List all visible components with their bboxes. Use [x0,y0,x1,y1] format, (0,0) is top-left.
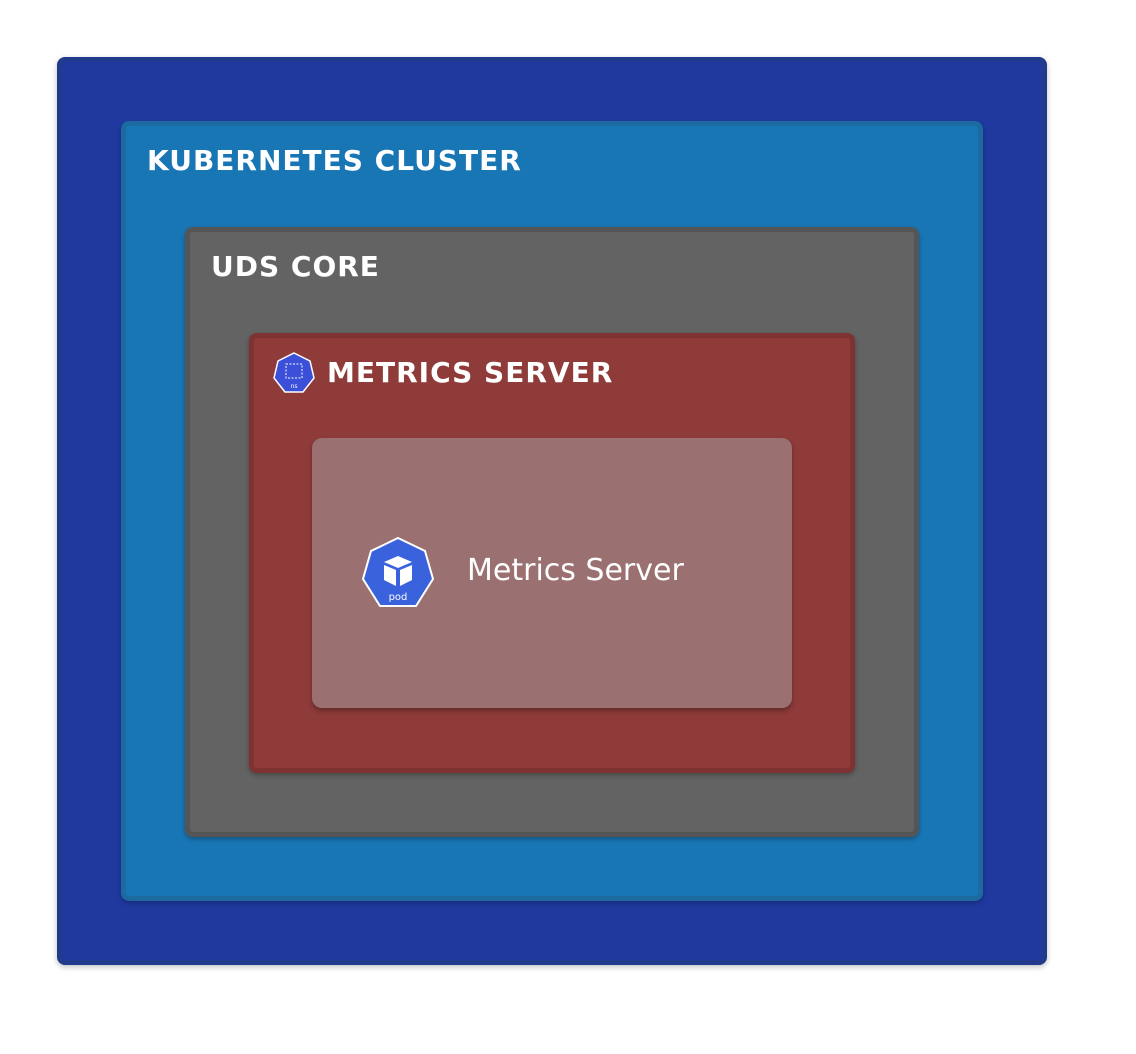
metrics-server-namespace-label: METRICS SERVER [327,356,614,389]
pod-icon: pod [361,536,435,607]
kubernetes-cluster-label: KUBERNETES CLUSTER [147,144,522,177]
uds-core-label: UDS CORE [211,250,380,283]
metrics-server-pod-label: Metrics Server [467,553,684,588]
namespace-icon: ns [273,352,315,393]
namespace-icon-text: ns [291,383,298,390]
pod-icon-text: pod [389,592,408,603]
